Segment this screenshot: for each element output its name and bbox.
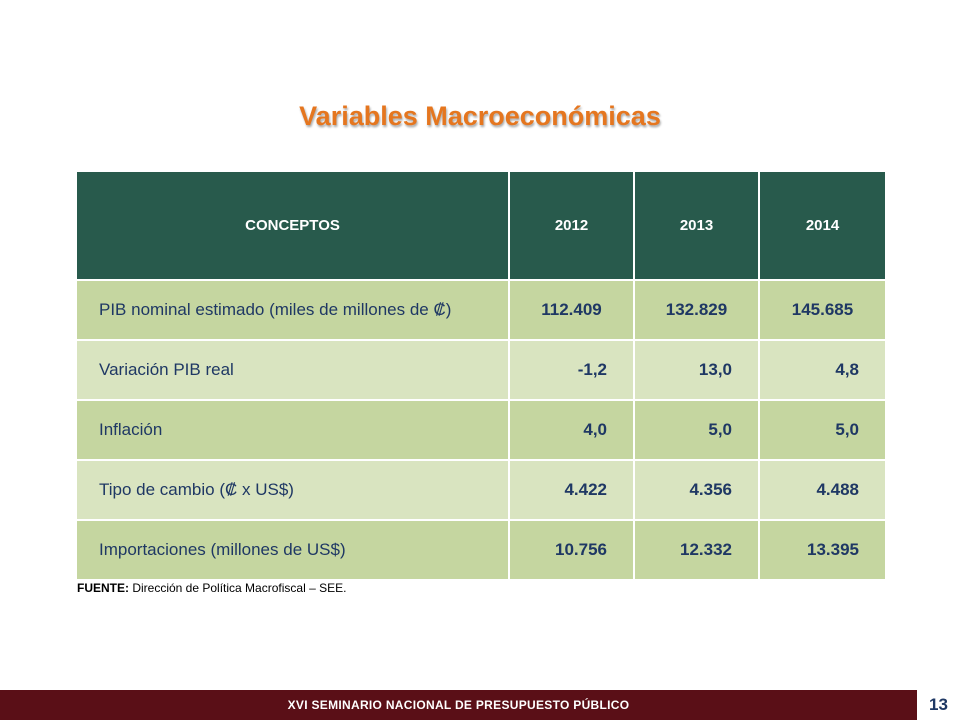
footer-title: XVI SEMINARIO NACIONAL DE PRESUPUESTO PÚ…: [287, 698, 630, 712]
cell-2013: 5,0: [633, 399, 759, 460]
row-label: Importaciones (millones de US$): [77, 519, 509, 579]
row-label: Tipo de cambio (₡ x US$): [77, 459, 509, 520]
cell-2014: 145.685: [758, 279, 885, 340]
cell-2014: 4,8: [758, 339, 885, 400]
row-label: PIB nominal estimado (miles de millones …: [77, 279, 509, 340]
header-2014: 2014: [758, 172, 885, 280]
cell-2014: 13.395: [758, 519, 885, 579]
cell-2012: 10.756: [508, 519, 634, 579]
cell-2013: 13,0: [633, 339, 759, 400]
table-header-row: CONCEPTOS 2012 2013 2014: [77, 172, 885, 280]
cell-2013: 132.829: [633, 279, 759, 340]
row-label: Variación PIB real: [77, 339, 509, 400]
cell-2014: 5,0: [758, 399, 885, 460]
cell-2013: 12.332: [633, 519, 759, 579]
macro-variables-table: CONCEPTOS 2012 2013 2014 PIB nominal est…: [77, 172, 885, 579]
cell-2012: 4,0: [508, 399, 634, 460]
cell-2012: -1,2: [508, 339, 634, 400]
header-2013: 2013: [633, 172, 759, 280]
table-row: Inflación 4,0 5,0 5,0: [77, 399, 885, 460]
header-conceptos: CONCEPTOS: [77, 172, 509, 280]
source-label: FUENTE:: [77, 581, 129, 595]
table-row: Tipo de cambio (₡ x US$) 4.422 4.356 4.4…: [77, 459, 885, 520]
cell-2014: 4.488: [758, 459, 885, 520]
slide-title: Variables Macroeconómicas: [299, 101, 661, 131]
table-row: Importaciones (millones de US$) 10.756 1…: [77, 519, 885, 579]
cell-2013: 4.356: [633, 459, 759, 520]
source-note: FUENTE: Dirección de Política Macrofisca…: [77, 581, 346, 595]
row-label: Inflación: [77, 399, 509, 460]
header-2012: 2012: [508, 172, 634, 280]
source-text: Dirección de Política Macrofiscal – SEE.: [129, 581, 347, 595]
footer-bar: XVI SEMINARIO NACIONAL DE PRESUPUESTO PÚ…: [0, 690, 917, 720]
table-row: Variación PIB real -1,2 13,0 4,8: [77, 339, 885, 400]
page-number: 13: [929, 695, 948, 714]
table-row: PIB nominal estimado (miles de millones …: [77, 279, 885, 340]
cell-2012: 112.409: [508, 279, 634, 340]
cell-2012: 4.422: [508, 459, 634, 520]
